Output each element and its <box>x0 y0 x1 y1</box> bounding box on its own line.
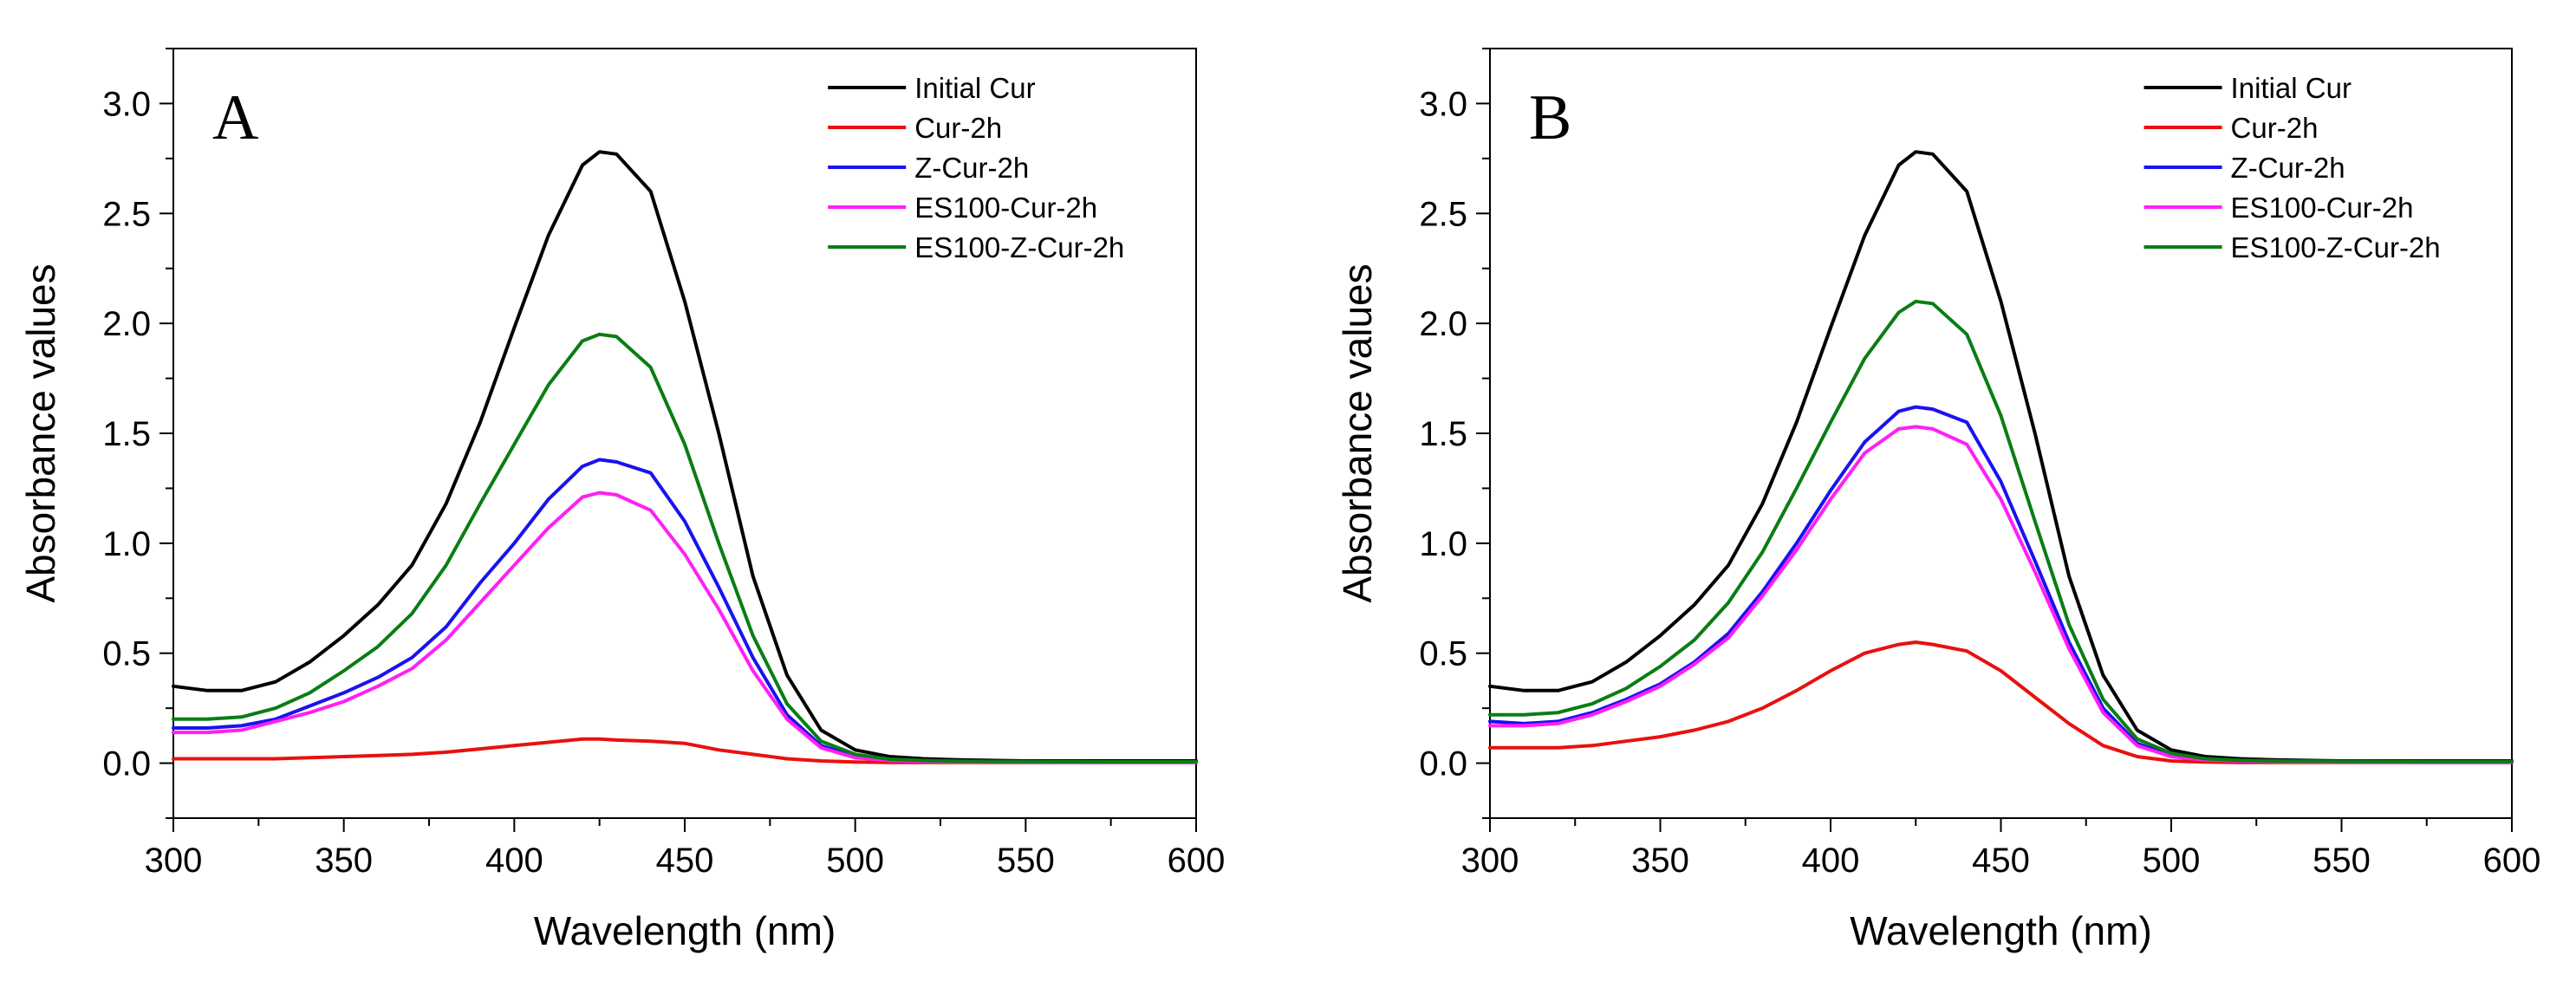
panel-a-panel-letter: A <box>212 82 258 153</box>
panel-a: 300 350 400 450 500 550 600 0.0 0.5 1.0 1.5 2.0 2.5 3… <box>18 48 1226 953</box>
panel-a-x-tick-label: 550 <box>997 842 1055 880</box>
panel-b-series-es100-z-cur-2h <box>1488 299 2514 764</box>
panel-b: 300 350 400 450 500 550 600 0.0 0.5 1.0 1.5 2.0 2.5 3… <box>1335 48 2541 953</box>
panel-b-x-tick-label: 300 <box>1461 842 1519 880</box>
panel-b-y-tick-label: 2.0 <box>1419 305 1467 343</box>
panel-b-x-tick-label: 600 <box>2483 842 2541 880</box>
panel-a-series-initial-cur <box>172 150 1198 763</box>
panel-b-legend-label: ES100-Z-Cur-2h <box>2231 231 2441 263</box>
panel-a-legend-label: Cur-2h <box>914 112 1002 144</box>
panel-b-x-tick-label: 550 <box>2313 842 2371 880</box>
panel-a-x-tick-label: 450 <box>656 842 714 880</box>
panel-a-y-tick-label: 1.0 <box>102 525 151 563</box>
panel-b-x-tick-label: 400 <box>1802 842 1860 880</box>
panel-b-y-tick-label: 3.0 <box>1419 85 1467 123</box>
panel-b-y-tick-label: 1.5 <box>1419 415 1467 453</box>
panel-a-y-tick-label: 2.5 <box>102 195 151 233</box>
panel-b-y-axis-label: Absorbance values <box>1335 263 1380 602</box>
panel-a-legend-label: Z-Cur-2h <box>914 152 1029 184</box>
panel-a-x-axis-label: Wavelength (nm) <box>534 908 836 953</box>
panel-a-x-tick-label: 400 <box>485 842 543 880</box>
panel-b-series-initial-cur <box>1488 150 2514 763</box>
panel-a-legend-label: ES100-Cur-2h <box>914 192 1097 224</box>
panel-b-x-tick-label: 350 <box>1631 842 1689 880</box>
panel-a-legend-label: ES100-Z-Cur-2h <box>914 231 1124 263</box>
panel-a-y-axis-label: Absorbance values <box>18 263 63 602</box>
panel-a-x-tick-label: 500 <box>826 842 884 880</box>
panel-b-x-tick-label: 500 <box>2143 842 2201 880</box>
panel-a-y-tick-label: 1.5 <box>102 415 151 453</box>
panel-a-y-tick-label: 2.0 <box>102 305 151 343</box>
panel-a-series-es100-z-cur-2h <box>172 332 1198 764</box>
panel-a-x-tick-label: 300 <box>145 842 203 880</box>
panel-b-legend-label: Cur-2h <box>2231 112 2319 144</box>
panel-b-x-tick-label: 450 <box>1972 842 2030 880</box>
panel-a-legend-label: Initial Cur <box>914 72 1035 104</box>
panel-b-y-tick-label: 1.0 <box>1419 525 1467 563</box>
panel-b-series-cur-2h <box>1488 640 2514 764</box>
panel-b-panel-letter: B <box>1529 82 1571 153</box>
panel-a-y-tick-label: 0.5 <box>102 635 151 673</box>
panel-b-y-tick-label: 2.5 <box>1419 195 1467 233</box>
panel-b-y-tick-label: 0.0 <box>1419 745 1467 783</box>
panel-a-x-tick-label: 350 <box>315 842 373 880</box>
panel-a-x-tick-label: 600 <box>1168 842 1226 880</box>
panel-b-y-tick-label: 0.5 <box>1419 635 1467 673</box>
panel-b-x-axis-label: Wavelength (nm) <box>1850 908 2152 953</box>
panel-a-y-tick-label: 3.0 <box>102 85 151 123</box>
panel-b-legend-label: Z-Cur-2h <box>2231 152 2345 184</box>
panel-a-y-tick-label: 0.0 <box>102 745 151 783</box>
panel-b-legend-label: Initial Cur <box>2231 72 2352 104</box>
panel-b-legend-label: ES100-Cur-2h <box>2231 192 2414 224</box>
